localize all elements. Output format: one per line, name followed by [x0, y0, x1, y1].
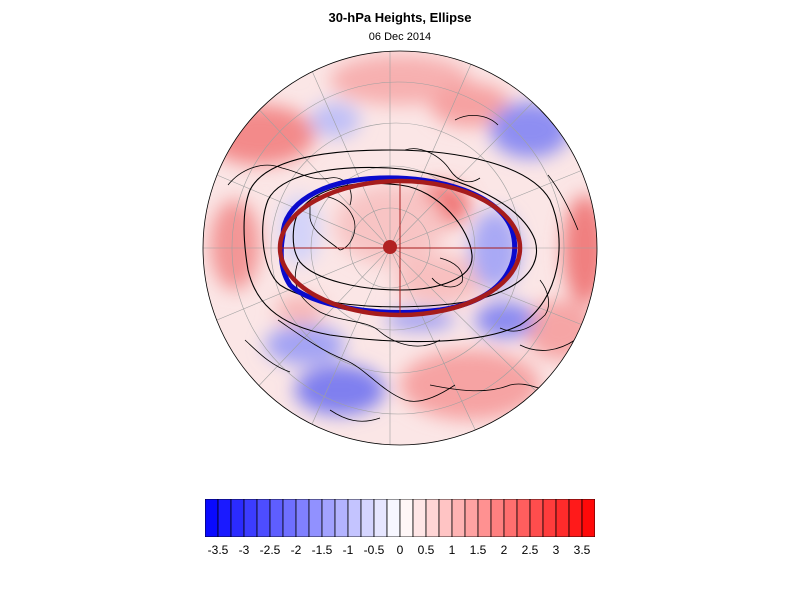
colorbar-swatch — [269, 499, 284, 537]
colorbar-swatch — [295, 499, 310, 537]
colorbar-swatch — [412, 499, 427, 537]
ellipse-overlays — [277, 175, 523, 318]
map-boundary — [202, 50, 598, 446]
colorbar-swatch — [542, 499, 557, 537]
colorbar-swatch — [555, 499, 570, 537]
anomaly-field — [203, 51, 597, 445]
colorbar-swatch — [373, 499, 388, 537]
colorbar-swatch — [529, 499, 544, 537]
colorbar-swatch — [516, 499, 531, 537]
colorbar-swatch — [334, 499, 349, 537]
colorbar-swatch — [230, 499, 245, 537]
colorbar-swatch — [321, 499, 336, 537]
colorbar-swatch — [503, 499, 518, 537]
ellipse-center-dot — [383, 240, 397, 254]
map-date: 06 Dec 2014 — [368, 31, 432, 43]
map-title: 30-hPa Heights, Ellipse — [328, 10, 472, 25]
colorbar-swatch — [386, 499, 401, 537]
colorbar-swatch — [477, 499, 492, 537]
colorbar — [205, 499, 595, 537]
colorbar-swatch — [490, 499, 505, 537]
colorbar-swatch — [205, 499, 219, 537]
colorbar-swatch — [256, 499, 271, 537]
colorbar-swatch — [347, 499, 362, 537]
colorbar-swatch — [425, 499, 440, 537]
colorbar-swatch — [360, 499, 375, 537]
colorbar-swatch — [464, 499, 479, 537]
colorbar-swatch — [243, 499, 258, 537]
colorbar-swatch — [399, 499, 414, 537]
colorbar-swatch — [217, 499, 232, 537]
colorbar-swatch — [282, 499, 297, 537]
blue-ellipse — [278, 175, 518, 315]
colorbar-swatch — [438, 499, 453, 537]
colorbar-swatch — [581, 499, 595, 537]
colorbar-swatch — [451, 499, 466, 537]
colorbar-swatch — [308, 499, 323, 537]
colorbar-swatch — [568, 499, 583, 537]
